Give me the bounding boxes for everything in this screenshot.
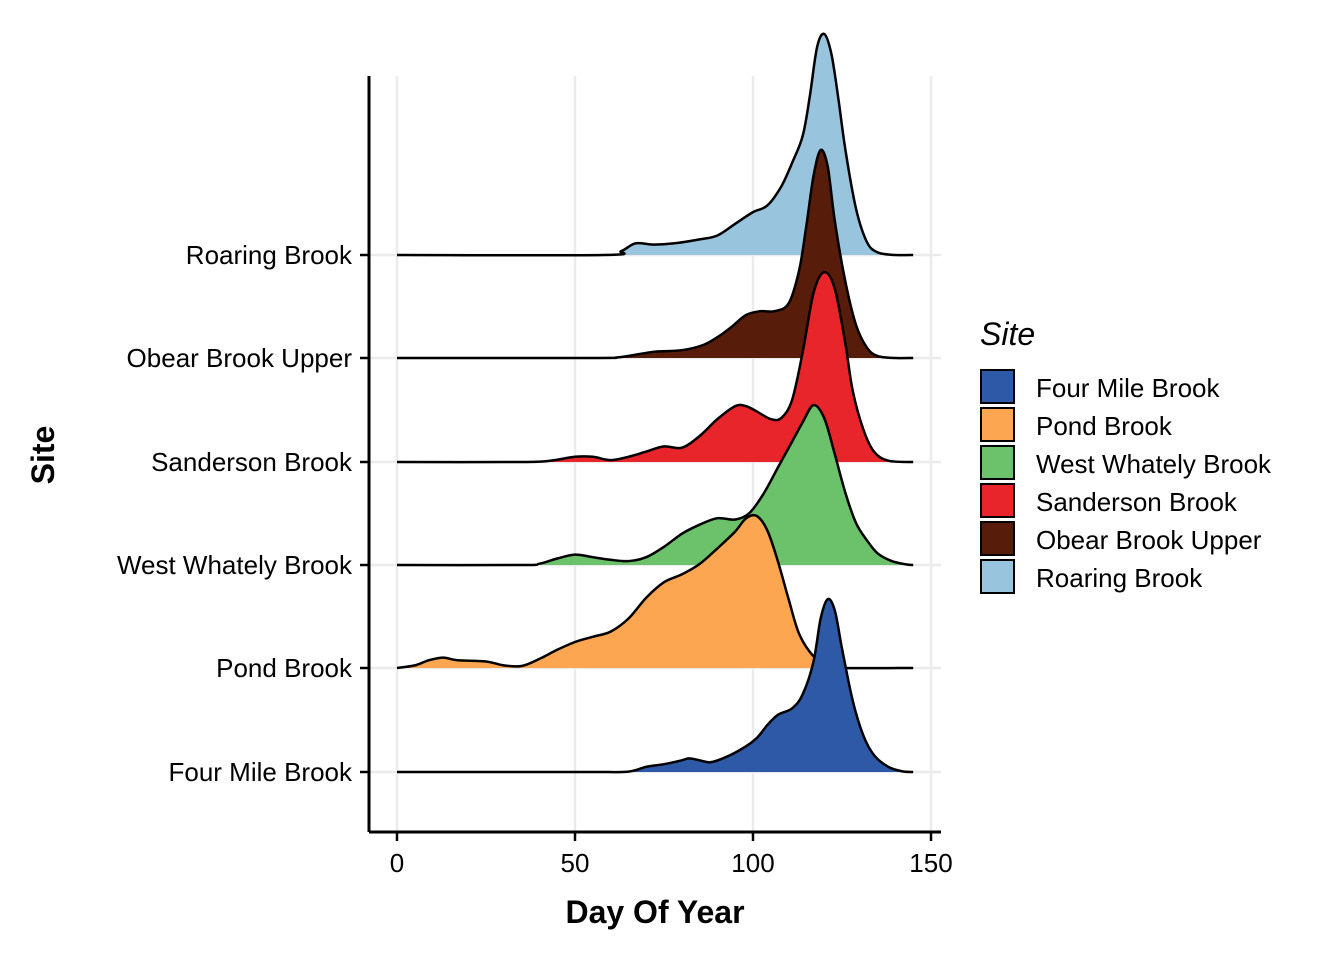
y-tick-label-sanderson-brook: Sanderson Brook [151, 447, 353, 477]
y-tick-label-four-mile-brook: Four Mile Brook [169, 757, 353, 787]
legend-key-west-whately-brook [980, 445, 1015, 480]
legend-key-obear-brook-upper [980, 521, 1015, 556]
ridge-pond-brook [396, 513, 914, 670]
ridge-outline-pond-brook [396, 513, 914, 670]
ridge-obear-brook-upper [396, 148, 914, 360]
y-tick-label-pond-brook: Pond Brook [216, 653, 353, 683]
y-tick-label-obear-brook-upper: Obear Brook Upper [127, 343, 353, 373]
density-ridges [396, 32, 914, 774]
ticks: 0 50 100 150 Four Mile Brook Pond Brook West W… [117, 240, 953, 878]
legend: Site Four Mile Brook Pond Brook West Whate… [980, 316, 1272, 594]
ridge-outline-sanderson-brook [396, 270, 914, 464]
legend-label-roaring-brook: Roaring Brook [1036, 563, 1203, 593]
legend-label-pond-brook: Pond Brook [1036, 411, 1173, 441]
legend-key-pond-brook [980, 407, 1015, 442]
legend-label-sanderson-brook: Sanderson Brook [1036, 487, 1238, 517]
ridge-sanderson-brook [396, 270, 914, 464]
ridge-fill-roaring-brook [397, 33, 914, 256]
legend-label-obear-brook-upper: Obear Brook Upper [1036, 525, 1262, 555]
x-axis-title: Day Of Year [565, 894, 744, 930]
ridge-roaring-brook [396, 32, 914, 257]
ridge-fill-sanderson-brook [397, 272, 914, 463]
x-tick-label-100: 100 [731, 848, 774, 878]
ridge-outline-obear-brook-upper [396, 148, 914, 360]
ridge-fill-pond-brook [397, 515, 914, 669]
ridge-outline-four-mile-brook [397, 597, 914, 774]
y-tick-label-roaring-brook: Roaring Brook [186, 240, 353, 270]
legend-key-sanderson-brook [980, 483, 1015, 518]
ridge-four-mile-brook [397, 597, 914, 774]
ridge-fill-four-mile-brook [397, 598, 914, 773]
ridge-outline-roaring-brook [396, 32, 914, 257]
ridge-west-whately-brook [396, 403, 914, 567]
ridge-fill-obear-brook-upper [397, 149, 914, 359]
legend-label-west-whately-brook: West Whately Brook [1036, 449, 1272, 479]
ridge-fill-west-whately-brook [397, 405, 914, 566]
y-tick-label-west-whately-brook: West Whately Brook [117, 550, 353, 580]
legend-key-roaring-brook [980, 559, 1015, 594]
x-tick-label-50: 50 [561, 848, 590, 878]
x-tick-label-0: 0 [390, 848, 404, 878]
legend-label-four-mile-brook: Four Mile Brook [1036, 373, 1220, 403]
ridge-outline-west-whately-brook [396, 403, 914, 567]
x-tick-label-150: 150 [909, 848, 952, 878]
axes [367, 76, 941, 834]
legend-title: Site [980, 316, 1035, 352]
legend-key-four-mile-brook [980, 369, 1015, 404]
y-axis-title: Site [25, 426, 61, 485]
